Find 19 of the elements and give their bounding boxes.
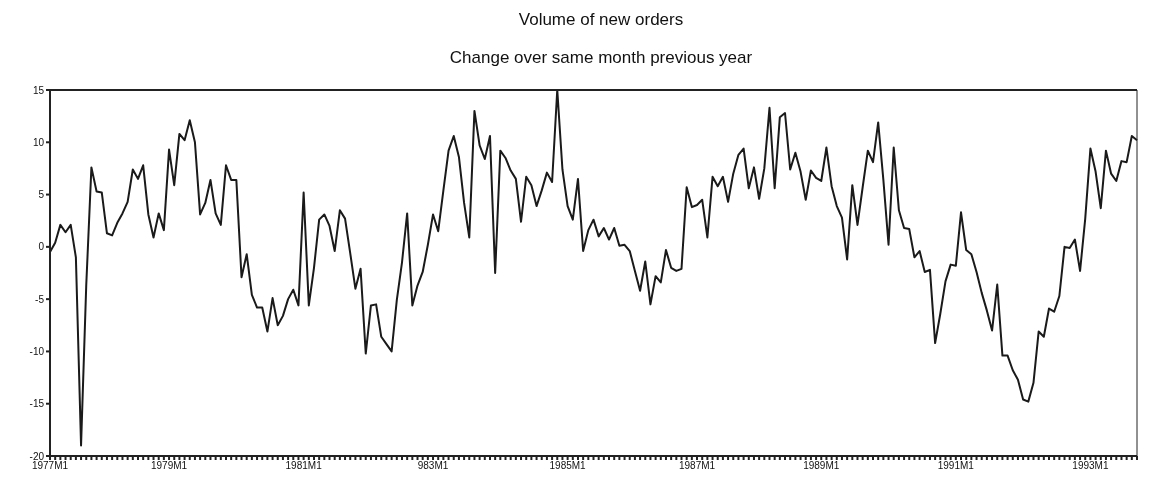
y-tick-label: 15 [32, 84, 45, 96]
x-tick-label: 1981M1 [285, 460, 323, 472]
chart-subtitle: Change over same month previous year [448, 47, 754, 69]
x-tick-label: 1979M1 [150, 460, 188, 472]
x-tick-label: 1993M1 [1072, 460, 1109, 472]
x-tick-label: 1989M1 [803, 460, 840, 472]
x-tick-label: 1987M1 [678, 460, 716, 472]
x-tick-label: 1977M1 [31, 460, 69, 472]
x-tick-label: 983M1 [417, 460, 449, 472]
x-tick-label: 1991M1 [937, 460, 975, 472]
y-tick-label: -5 [35, 293, 45, 305]
chart-title: Volume of new orders [517, 9, 685, 31]
y-tick-label: -15 [29, 398, 45, 410]
x-tick-label: 1985M1 [549, 460, 587, 472]
y-tick-label: 10 [32, 136, 45, 148]
y-tick-label: -10 [29, 345, 45, 357]
y-tick-label: 0 [38, 241, 45, 253]
y-tick-label: -20 [29, 450, 45, 462]
y-tick-label: 5 [38, 189, 45, 201]
